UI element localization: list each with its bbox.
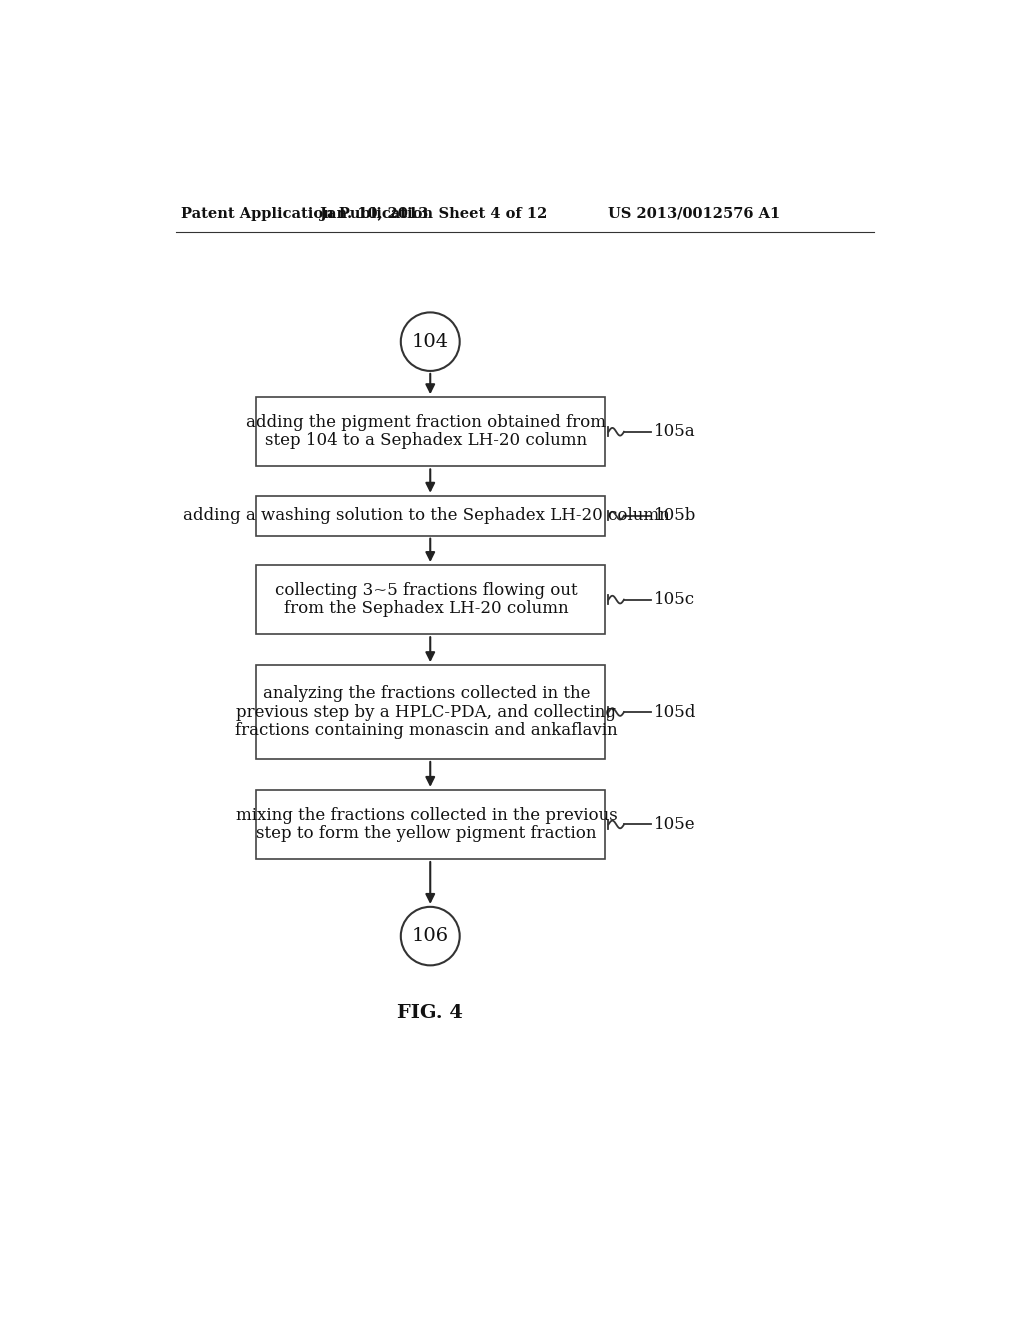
Text: collecting 3~5 fractions flowing out: collecting 3~5 fractions flowing out	[275, 582, 578, 599]
Text: 105e: 105e	[654, 816, 696, 833]
Text: mixing the fractions collected in the previous: mixing the fractions collected in the pr…	[236, 807, 617, 824]
Text: 105a: 105a	[654, 424, 696, 441]
FancyBboxPatch shape	[256, 789, 604, 859]
Text: adding a washing solution to the Sephadex LH-20 column: adding a washing solution to the Sephade…	[183, 507, 670, 524]
Text: fractions containing monascin and ankaflavin: fractions containing monascin and ankafl…	[236, 722, 617, 739]
Text: adding the pigment fraction obtained from: adding the pigment fraction obtained fro…	[247, 414, 606, 432]
Text: from the Sephadex LH-20 column: from the Sephadex LH-20 column	[284, 601, 568, 618]
Text: 106: 106	[412, 927, 449, 945]
Text: previous step by a HPLC-PDA, and collecting: previous step by a HPLC-PDA, and collect…	[237, 704, 616, 721]
Text: 105b: 105b	[654, 507, 696, 524]
FancyBboxPatch shape	[256, 565, 604, 635]
Text: Patent Application Publication: Patent Application Publication	[180, 207, 433, 220]
Text: step 104 to a Sephadex LH-20 column: step 104 to a Sephadex LH-20 column	[265, 433, 588, 450]
Text: FIG. 4: FIG. 4	[397, 1005, 463, 1022]
Text: 105d: 105d	[654, 704, 696, 721]
Text: step to form the yellow pigment fraction: step to form the yellow pigment fraction	[256, 825, 597, 842]
FancyBboxPatch shape	[256, 665, 604, 759]
FancyBboxPatch shape	[256, 496, 604, 536]
Text: Jan. 10, 2013  Sheet 4 of 12: Jan. 10, 2013 Sheet 4 of 12	[321, 207, 548, 220]
FancyBboxPatch shape	[256, 397, 604, 466]
Text: 105c: 105c	[654, 591, 695, 609]
Text: 104: 104	[412, 333, 449, 351]
Text: US 2013/0012576 A1: US 2013/0012576 A1	[608, 207, 780, 220]
Text: analyzing the fractions collected in the: analyzing the fractions collected in the	[262, 685, 590, 702]
